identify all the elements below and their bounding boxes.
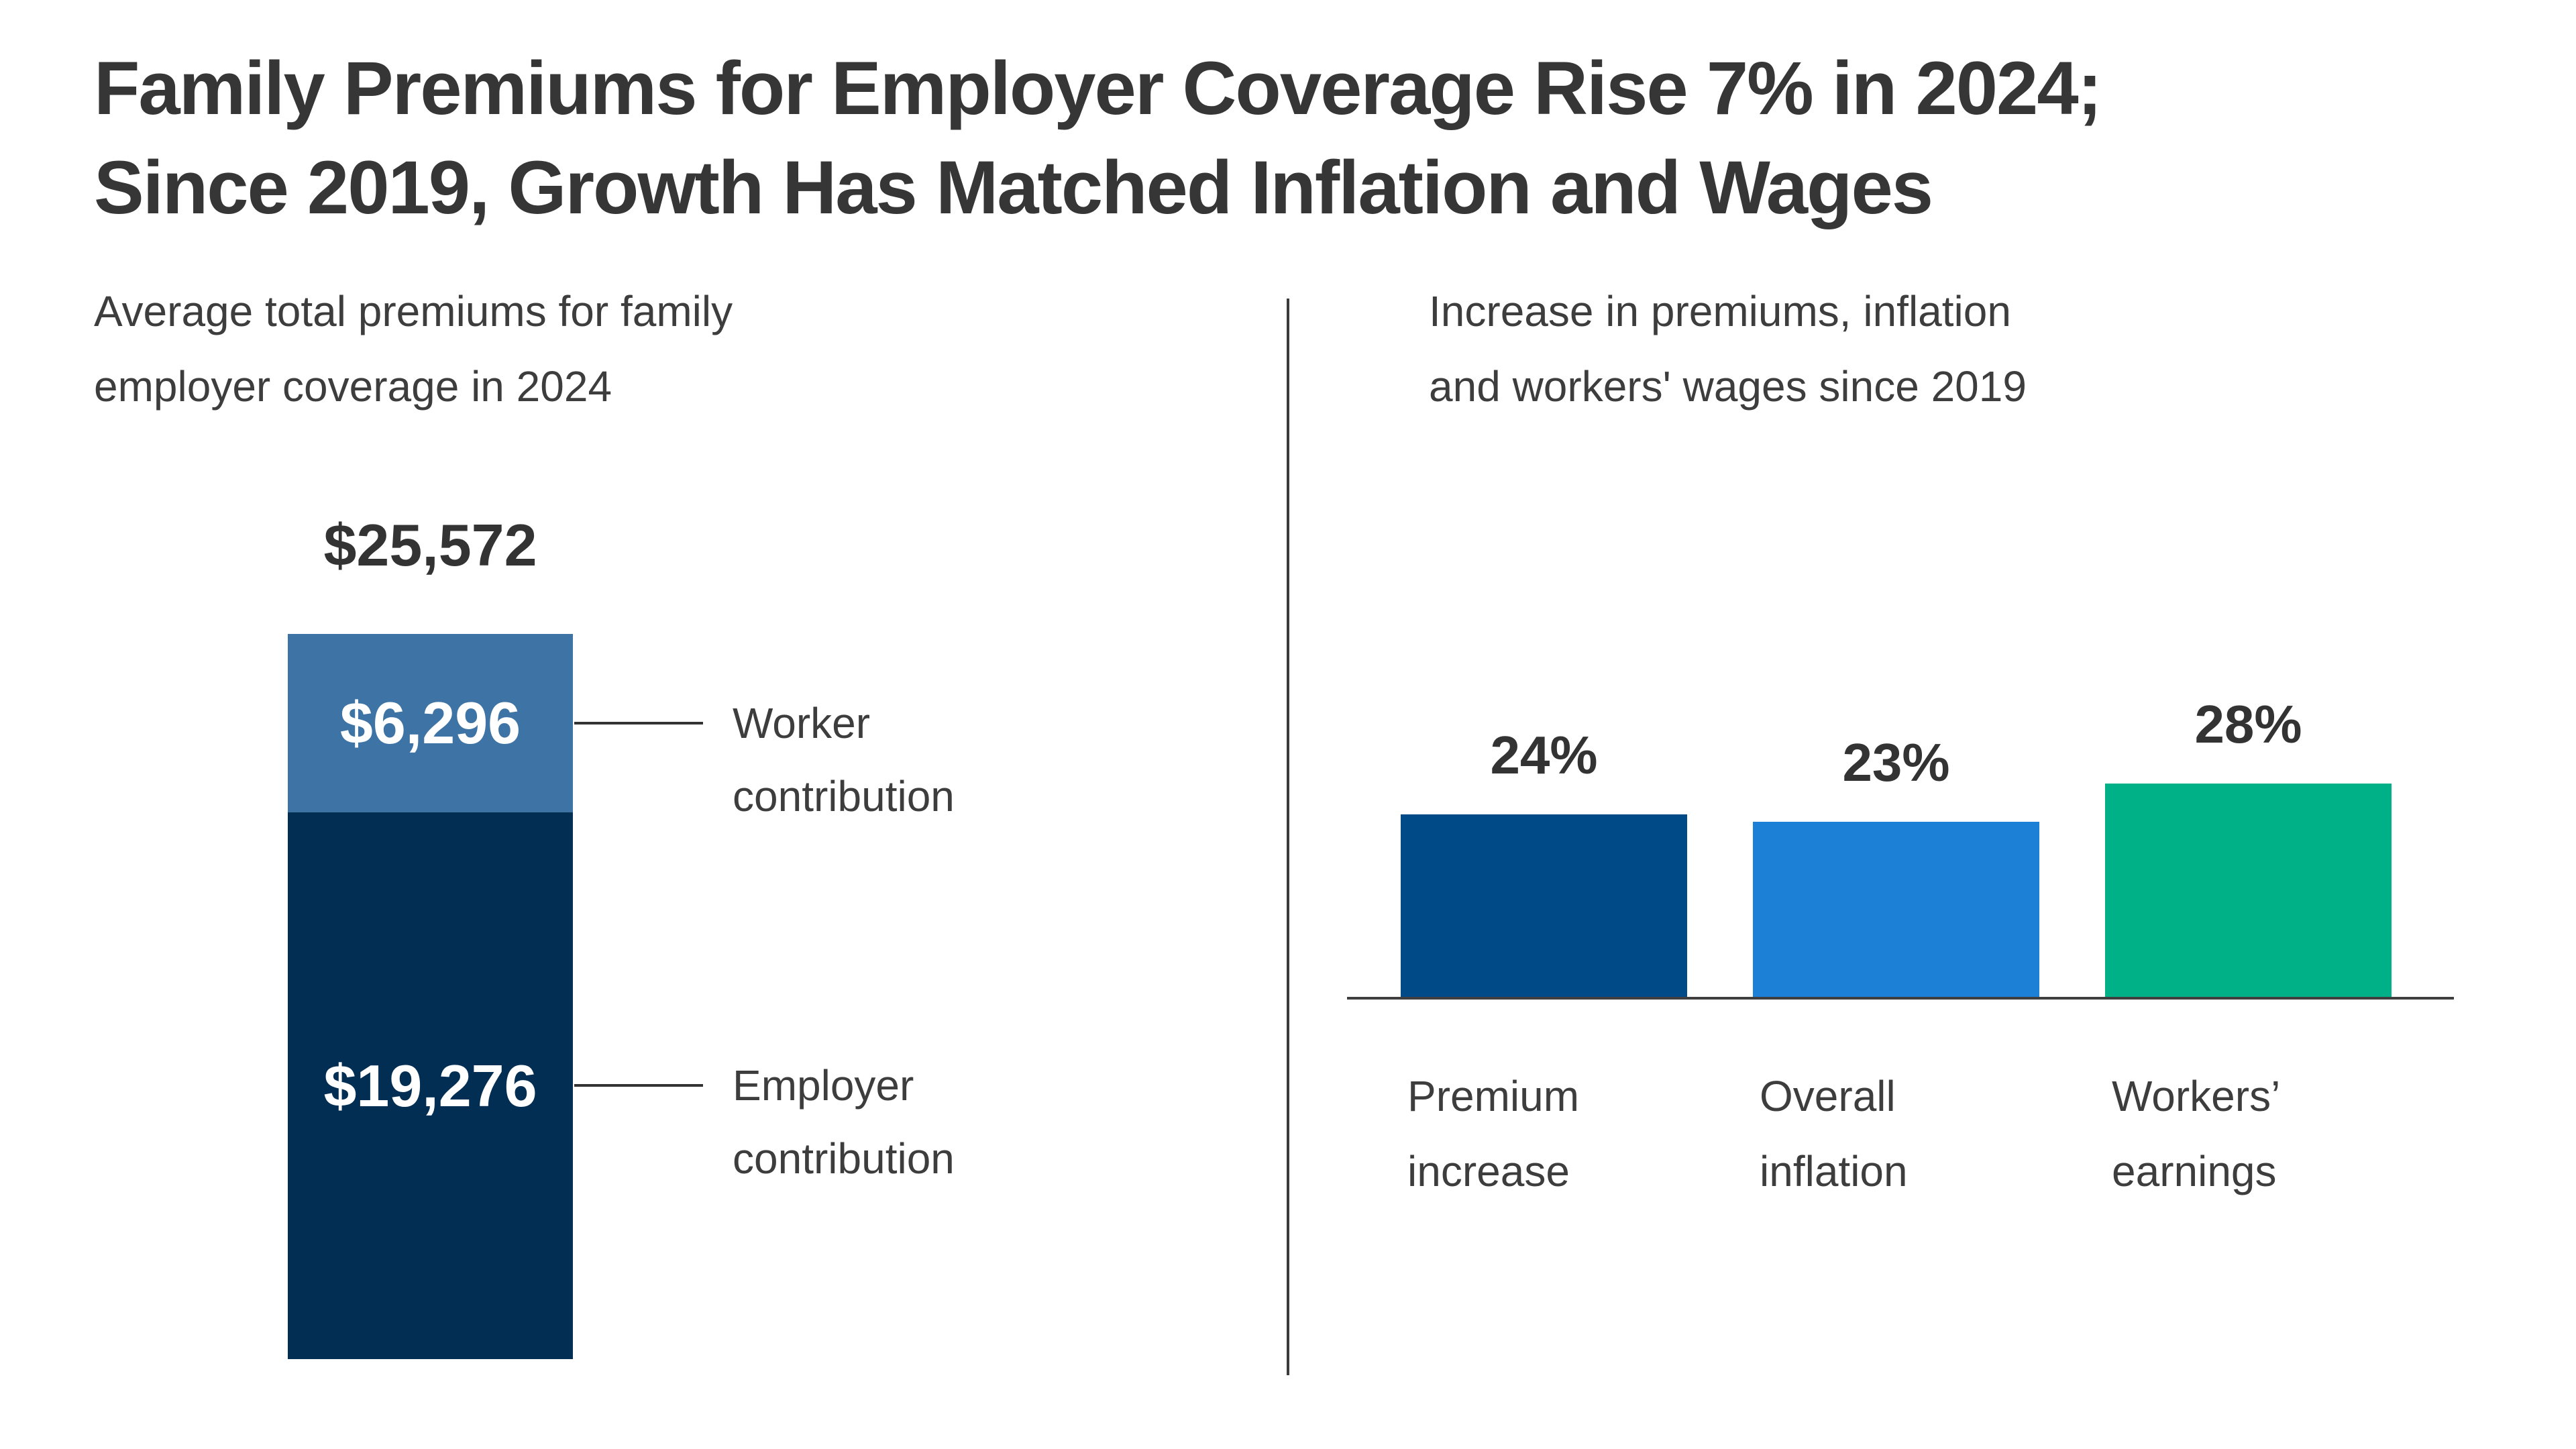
worker-contribution-value: $6,296 (339, 690, 521, 757)
overall-inflation-column: 23% (1753, 684, 2039, 998)
chart-title-line-2: Since 2019, Growth Has Matched Inflation… (94, 145, 1933, 229)
workers-earnings-value-label: 28% (2194, 694, 2302, 754)
category-premium-line-1: Premium (1407, 1072, 1580, 1120)
worker-contribution-segment: $6,296 (288, 634, 573, 813)
worker-connector-line (574, 722, 703, 724)
employer-connector-line (574, 1084, 703, 1087)
employer-contribution-annotation: Employer contribution (733, 1049, 955, 1195)
employer-contribution-value: $19,276 (323, 1052, 537, 1119)
category-inflation-line-1: Overall (1760, 1072, 1896, 1120)
right-subtitle-line-2: and workers' wages since 2019 (1429, 362, 2027, 411)
category-label-premium-increase: Premium increase (1407, 1059, 1579, 1209)
left-chart-subtitle: Average total premiums for family employ… (94, 274, 733, 424)
category-earnings-line-2: earnings (2112, 1147, 2277, 1195)
employer-contribution-segment: $19,276 (288, 812, 573, 1359)
worker-contribution-annotation: Worker contribution (733, 687, 955, 833)
right-subtitle-line-1: Increase in premiums, inflation (1429, 287, 2011, 335)
premium-increase-column: 24% (1401, 684, 1687, 998)
overall-inflation-value-label: 23% (1842, 733, 1950, 792)
workers-earnings-bar (2105, 784, 2392, 998)
premium-increase-bar (1401, 814, 1687, 998)
category-earnings-line-1: Workers’ (2112, 1072, 2281, 1120)
baseline-axis (1347, 997, 2454, 1000)
worker-annotation-line-1: Worker (733, 699, 871, 747)
chart-title: Family Premiums for Employer Coverage Ri… (94, 39, 2102, 237)
employer-annotation-line-1: Employer (733, 1061, 914, 1110)
category-inflation-line-2: inflation (1760, 1147, 1908, 1195)
left-subtitle-line-2: employer coverage in 2024 (94, 362, 612, 411)
stacked-premium-bar: $6,296 $19,276 (288, 634, 573, 1359)
category-label-workers-earnings: Workers’ earnings (2112, 1059, 2280, 1209)
workers-earnings-column: 28% (2105, 684, 2392, 998)
total-premium-label: $25,572 (323, 512, 537, 578)
right-chart-subtitle: Increase in premiums, inflation and work… (1429, 274, 2027, 424)
panel-divider-line (1287, 299, 1289, 1375)
worker-annotation-line-2: contribution (733, 771, 955, 820)
employer-annotation-line-2: contribution (733, 1134, 955, 1183)
category-premium-line-2: increase (1407, 1147, 1570, 1195)
category-label-overall-inflation: Overall inflation (1760, 1059, 1908, 1209)
left-subtitle-line-1: Average total premiums for family (94, 287, 733, 335)
premium-increase-value-label: 24% (1490, 725, 1598, 785)
chart-title-line-1: Family Premiums for Employer Coverage Ri… (94, 46, 2102, 130)
overall-inflation-bar (1753, 822, 2039, 998)
